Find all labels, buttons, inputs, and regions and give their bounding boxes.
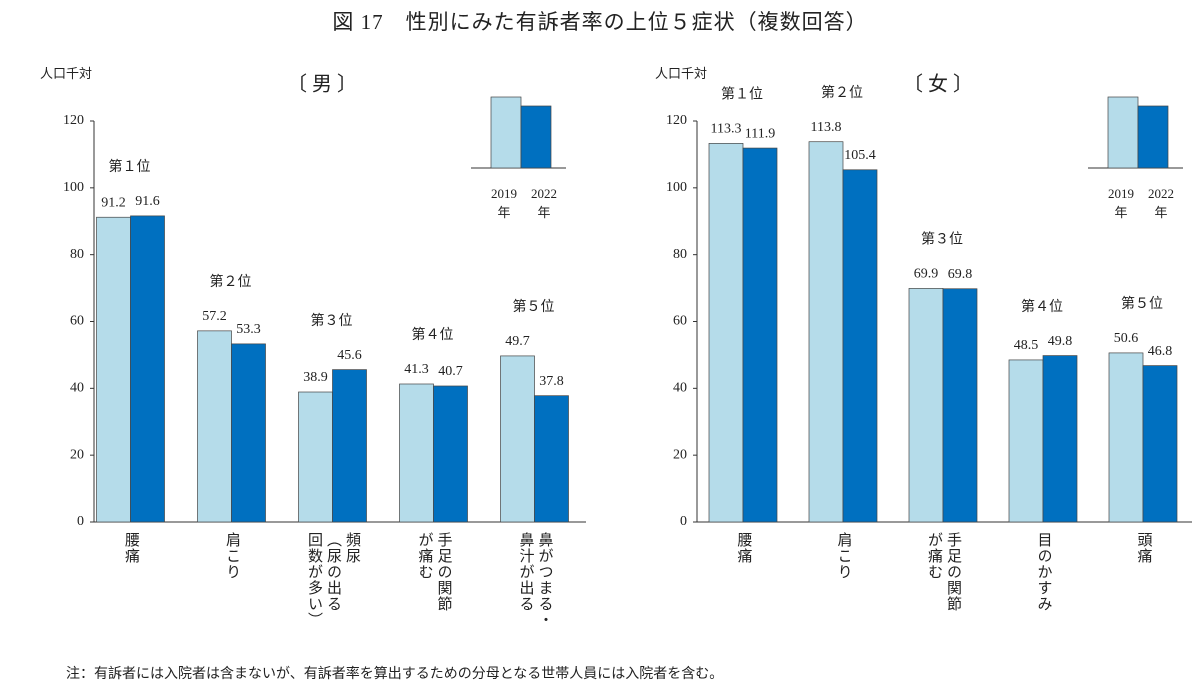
legend-swatch xyxy=(490,96,522,169)
value-label: 50.6 xyxy=(1114,331,1139,346)
value-label: 105.4 xyxy=(844,148,876,163)
y-tick-label: 120 xyxy=(666,113,687,128)
value-label: 113.8 xyxy=(811,120,842,135)
rank-label: 第５位 xyxy=(513,298,555,315)
x-tick-label: 鼻がつまる・ 鼻汁が出る xyxy=(517,532,553,628)
rank-label: 第４位 xyxy=(1021,298,1063,315)
y-tick-label: 100 xyxy=(666,180,687,195)
x-tick-label: 頭痛 xyxy=(1135,532,1152,564)
bar xyxy=(332,369,367,523)
bar xyxy=(96,216,131,523)
x-tick-label: 腰痛 xyxy=(123,532,139,564)
x-tick-label: 手足の関節 が痛む xyxy=(926,532,961,612)
bar xyxy=(708,143,744,523)
rank-label: 第４位 xyxy=(412,326,454,343)
y-axis-label: 人口千対 xyxy=(40,66,92,81)
bar xyxy=(1108,352,1144,523)
y-tick-label: 80 xyxy=(70,247,84,262)
rank-label: 第３位 xyxy=(311,312,353,329)
y-tick-label: 60 xyxy=(70,314,84,329)
y-axis-label: 人口千対 xyxy=(655,66,707,81)
x-tick-label: 肩こり xyxy=(224,532,240,580)
bar xyxy=(298,391,333,523)
value-label: 57.2 xyxy=(202,309,227,324)
value-label: 48.5 xyxy=(1014,338,1039,353)
rank-label: 第１位 xyxy=(721,86,763,103)
bar xyxy=(808,141,844,523)
rank-label: 第３位 xyxy=(921,231,963,248)
legend-label: 2022年 xyxy=(1148,186,1174,220)
value-label: 46.8 xyxy=(1148,344,1173,359)
bar xyxy=(197,330,232,523)
legend-swatch xyxy=(520,105,552,169)
y-tick-label: 80 xyxy=(673,247,687,262)
legend-swatch xyxy=(1107,96,1139,169)
value-label: 91.2 xyxy=(101,195,126,210)
bar xyxy=(534,395,569,523)
x-tick-label: 頻尿 （尿の出る 回数が多い） xyxy=(306,532,360,628)
value-label: 41.3 xyxy=(404,362,429,377)
value-label: 91.6 xyxy=(135,194,160,209)
page-title: 図 17 性別にみた有訴者率の上位５症状（複数回答） xyxy=(332,10,868,34)
bar xyxy=(500,355,535,523)
rank-label: 第２位 xyxy=(821,84,863,101)
value-label: 49.7 xyxy=(505,334,530,349)
footnote: 注：有訴者には入院者は含まないが、有訴者率を算出するための分母となる世帯人員には… xyxy=(66,667,724,682)
y-tick-label: 0 xyxy=(77,514,84,529)
bar xyxy=(742,147,778,523)
bar xyxy=(1008,359,1044,523)
value-label: 49.8 xyxy=(1048,334,1073,349)
value-label: 37.8 xyxy=(539,374,564,389)
x-tick-label: 手足の関節 が痛む xyxy=(416,532,452,612)
y-tick-label: 120 xyxy=(63,113,84,128)
rank-label: 第２位 xyxy=(210,273,252,290)
y-tick-label: 20 xyxy=(673,447,687,462)
bar xyxy=(1142,365,1178,523)
bar xyxy=(231,343,266,523)
value-label: 69.9 xyxy=(914,267,939,282)
legend-label: 2019年 xyxy=(491,186,517,220)
bar xyxy=(130,215,165,523)
bar xyxy=(942,288,978,523)
value-label: 38.9 xyxy=(303,370,328,385)
x-tick-label: 目のかすみ xyxy=(1035,532,1052,612)
bar xyxy=(842,169,878,523)
value-label: 45.6 xyxy=(337,348,362,363)
x-tick-label: 腰痛 xyxy=(735,532,752,564)
y-tick-label: 20 xyxy=(70,447,84,462)
y-tick-label: 40 xyxy=(70,381,84,396)
y-tick-label: 0 xyxy=(680,514,687,529)
rank-label: 第１位 xyxy=(109,158,151,175)
value-label: 69.8 xyxy=(948,267,973,282)
y-tick-label: 60 xyxy=(673,314,687,329)
y-tick-label: 100 xyxy=(63,180,84,195)
x-tick-label: 肩こり xyxy=(835,532,852,580)
legend-swatch xyxy=(1137,105,1169,169)
value-label: 53.3 xyxy=(236,322,261,337)
y-tick-label: 40 xyxy=(673,381,687,396)
bar xyxy=(399,383,434,523)
bar xyxy=(908,288,944,523)
chart-title: 〔 女 〕 xyxy=(903,73,973,96)
value-label: 111.9 xyxy=(745,126,775,141)
value-label: 40.7 xyxy=(438,364,463,379)
bar xyxy=(1042,355,1078,523)
bar xyxy=(433,385,468,523)
legend-label: 2022年 xyxy=(531,186,557,220)
chart-title: 〔 男 〕 xyxy=(287,73,357,96)
legend-label: 2019年 xyxy=(1108,186,1134,220)
value-label: 113.3 xyxy=(711,122,742,137)
rank-label: 第５位 xyxy=(1121,295,1163,312)
